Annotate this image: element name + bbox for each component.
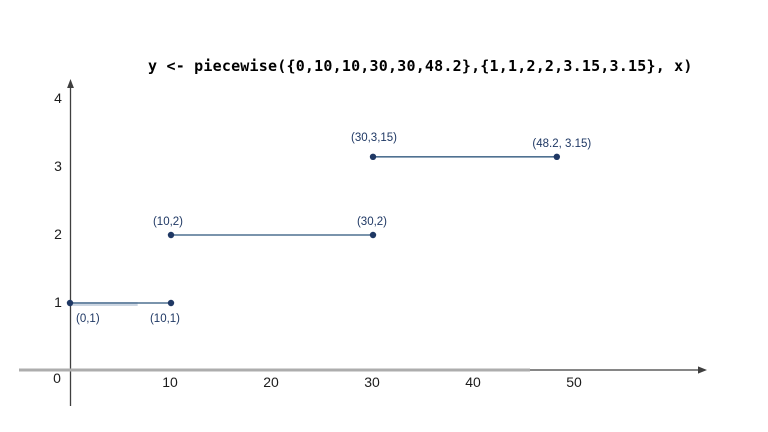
x-tick-label: 40 <box>465 374 481 390</box>
piece-1-to-point-label: (10,1) <box>150 313 180 325</box>
piece-2-to-point-label: (30,2) <box>357 216 387 228</box>
piece-1-to-point <box>167 299 175 307</box>
piece-3-from-point <box>369 153 377 160</box>
origin-label: 0 <box>53 370 61 386</box>
piece-3-to-point-label: (48.2, 3.15) <box>532 138 591 150</box>
y-tick-label: 2 <box>54 226 62 242</box>
piece-3-from-point-label: (30,3,15) <box>351 132 397 144</box>
y-axis-arrow-icon <box>67 79 74 88</box>
x-tick-label: 10 <box>162 374 178 390</box>
piece-1-from-point-label: (0,1) <box>76 313 100 325</box>
y-tick-label: 1 <box>54 294 62 310</box>
piece-3-to-point <box>553 153 561 160</box>
piece-2-from-point <box>167 231 175 239</box>
x-tick-label: 50 <box>566 374 582 390</box>
y-tick-label: 4 <box>54 90 62 106</box>
y-tick-label: 3 <box>54 158 62 174</box>
piece-1-from-point <box>66 299 74 307</box>
x-axis-arrow-icon <box>698 366 707 374</box>
chart-title: y <- piecewise({0,10,10,30,30,48.2},{1,1… <box>148 57 693 75</box>
piece-2-to-point <box>369 231 377 239</box>
x-tick-label: 20 <box>263 374 279 390</box>
piece-2-from-point-label: (10,2) <box>153 216 183 228</box>
x-tick-label: 30 <box>364 374 380 390</box>
